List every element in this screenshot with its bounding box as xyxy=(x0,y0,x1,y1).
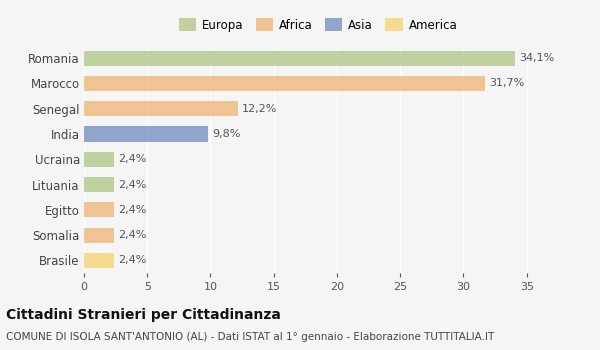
Bar xyxy=(84,253,115,268)
Bar xyxy=(84,126,208,141)
Text: 12,2%: 12,2% xyxy=(242,104,277,114)
Text: 9,8%: 9,8% xyxy=(212,129,240,139)
Bar xyxy=(84,50,515,66)
Bar xyxy=(84,228,115,243)
Text: Cittadini Stranieri per Cittadinanza: Cittadini Stranieri per Cittadinanza xyxy=(6,308,281,322)
Text: 2,4%: 2,4% xyxy=(118,205,146,215)
Bar xyxy=(84,202,115,217)
Text: 2,4%: 2,4% xyxy=(118,180,146,190)
Text: COMUNE DI ISOLA SANT'ANTONIO (AL) - Dati ISTAT al 1° gennaio - Elaborazione TUTT: COMUNE DI ISOLA SANT'ANTONIO (AL) - Dati… xyxy=(6,332,494,343)
Bar xyxy=(84,152,115,167)
Bar xyxy=(84,177,115,192)
Text: 31,7%: 31,7% xyxy=(489,78,524,89)
Bar xyxy=(84,101,238,116)
Legend: Europa, Africa, Asia, America: Europa, Africa, Asia, America xyxy=(175,15,461,35)
Text: 2,4%: 2,4% xyxy=(118,256,146,265)
Text: 2,4%: 2,4% xyxy=(118,230,146,240)
Bar xyxy=(84,76,485,91)
Text: 2,4%: 2,4% xyxy=(118,154,146,164)
Text: 34,1%: 34,1% xyxy=(519,53,554,63)
